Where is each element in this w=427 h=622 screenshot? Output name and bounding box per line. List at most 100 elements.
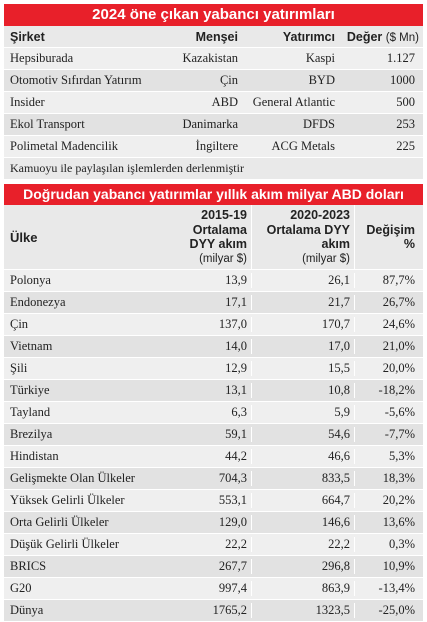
header-avg1-line1: 2015-19 xyxy=(201,208,247,222)
cell-country: Tayland xyxy=(10,405,51,419)
cell-investor: General Atlantic xyxy=(252,95,335,109)
cell-company: Otomotiv Sıfırdan Yatırım xyxy=(10,73,142,87)
header-origin: Menşei xyxy=(195,29,238,44)
cell-value: 1.127 xyxy=(386,51,415,65)
cell-origin: Danimarka xyxy=(182,117,238,131)
table-row: Insider ABD General Atlantic 500 xyxy=(4,92,423,114)
table-row: Hindistan 44,2 46,6 5,3% xyxy=(4,446,423,468)
cell-change: 0,3% xyxy=(354,537,423,552)
cell-avg-2015-19: 17,1 xyxy=(225,295,247,309)
cell-country: Hindistan xyxy=(10,449,59,463)
fdi-table-title: Doğrudan yabancı yatırımlar yıllık akım … xyxy=(4,184,423,205)
cell-country: Yüksek Gelirli Ülkeler xyxy=(10,493,125,507)
cell-country: Polonya xyxy=(10,273,51,287)
cell-country: BRICS xyxy=(10,559,47,573)
table-row: Endonezya 17,1 21,7 26,7% xyxy=(4,292,423,314)
cell-value: 225 xyxy=(396,139,415,153)
cell-country: Şili xyxy=(10,361,28,375)
header-country: Ülke xyxy=(10,229,38,245)
cell-avg-2015-19: 6,3 xyxy=(231,405,247,419)
cell-avg-2015-19: 12,9 xyxy=(225,361,247,375)
table-row: Hepsiburada Kazakistan Kaspi 1.127 xyxy=(4,48,423,70)
header-value-unit: ($ Mn) xyxy=(385,31,419,44)
cell-avg-2020-23: 863,9 xyxy=(251,581,354,596)
cell-avg-2015-19: 553,1 xyxy=(218,493,247,507)
cell-avg-2015-19: 267,7 xyxy=(218,559,247,573)
investments-table-body: Hepsiburada Kazakistan Kaspi 1.127 Otomotiv … xyxy=(4,48,423,158)
header-avg-2020-23: 2020-2023 Ortalama DYY akım (milyar $) xyxy=(251,205,354,269)
page: 2024 öne çıkan yabancı yatırımları Şirke… xyxy=(4,4,423,622)
cell-country: Brezilya xyxy=(10,427,53,441)
cell-change: -13,4% xyxy=(354,581,423,596)
fdi-table-header: Ülke 2015-19 Ortalama DYY akım (milyar $… xyxy=(4,205,423,270)
table-row: G20 997,4 863,9 -13,4% xyxy=(4,578,423,600)
cell-avg-2015-19: 704,3 xyxy=(218,471,247,485)
cell-avg-2020-23: 170,7 xyxy=(251,317,354,332)
cell-value: 253 xyxy=(396,117,415,131)
cell-origin: ABD xyxy=(211,95,238,109)
cell-avg-2020-23: 54,6 xyxy=(251,427,354,442)
header-avg2-line3: akım xyxy=(321,237,351,251)
header-avg2-line2: Ortalama DYY xyxy=(266,222,350,237)
header-avg2-line1: 2020-2023 xyxy=(290,208,350,222)
header-value: Değer ($ Mn) xyxy=(339,30,423,44)
cell-avg-2020-23: 15,5 xyxy=(251,361,354,376)
table-row: Türkiye 13,1 10,8 -18,2% xyxy=(4,380,423,402)
table-row: Dünya 1765,2 1323,5 -25,0% xyxy=(4,600,423,622)
header-avg2-unit: (milyar $) xyxy=(302,252,350,265)
cell-avg-2015-19: 1765,2 xyxy=(212,603,247,617)
cell-avg-2015-19: 129,0 xyxy=(218,515,247,529)
header-change: Değişim % xyxy=(354,205,423,269)
cell-investor: ACG Metals xyxy=(271,139,335,153)
cell-investor: Kaspi xyxy=(305,51,335,65)
investments-table-header: Şirket Menşei Yatırımcı Değer ($ Mn) xyxy=(4,26,423,48)
table-row: Yüksek Gelirli Ülkeler 553,1 664,7 20,2% xyxy=(4,490,423,512)
cell-avg-2020-23: 1323,5 xyxy=(251,603,354,618)
table-row: Orta Gelirli Ülkeler 129,0 146,6 13,6% xyxy=(4,512,423,534)
cell-country: Düşük Gelirli Ülkeler xyxy=(10,537,120,551)
cell-change: 26,7% xyxy=(354,295,423,310)
cell-change: 87,7% xyxy=(354,273,423,288)
cell-avg-2015-19: 44,2 xyxy=(225,449,247,463)
cell-value: 1000 xyxy=(390,73,415,87)
cell-avg-2020-23: 46,6 xyxy=(251,449,354,464)
header-avg-2015-19: 2015-19 Ortalama DYY akım (milyar $) xyxy=(171,205,251,269)
cell-origin: Kazakistan xyxy=(182,51,238,65)
cell-avg-2020-23: 5,9 xyxy=(251,405,354,420)
cell-avg-2020-23: 146,6 xyxy=(251,515,354,530)
cell-avg-2020-23: 10,8 xyxy=(251,383,354,398)
cell-avg-2015-19: 22,2 xyxy=(225,537,247,551)
cell-company: Ekol Transport xyxy=(10,117,85,131)
cell-origin: Çin xyxy=(219,73,238,87)
cell-avg-2020-23: 21,7 xyxy=(251,295,354,310)
fdi-table-body: Polonya 13,9 26,1 87,7% Endonezya 17,1 21,7 26,… xyxy=(4,270,423,622)
cell-change: 20,2% xyxy=(354,493,423,508)
table-row: Düşük Gelirli Ülkeler 22,2 22,2 0,3% xyxy=(4,534,423,556)
table-row: BRICS 267,7 296,8 10,9% xyxy=(4,556,423,578)
fdi-table: Doğrudan yabancı yatırımlar yıllık akım … xyxy=(4,184,423,622)
cell-change: 18,3% xyxy=(354,471,423,486)
cell-avg-2020-23: 26,1 xyxy=(251,273,354,288)
cell-avg-2015-19: 13,1 xyxy=(225,383,247,397)
table-row: Vietnam 14,0 17,0 21,0% xyxy=(4,336,423,358)
cell-investor: DFDS xyxy=(303,117,335,131)
header-avg1-line2: Ortalama xyxy=(192,222,247,237)
cell-company: Hepsiburada xyxy=(10,51,74,65)
table-row: Ekol Transport Danimarka DFDS 253 xyxy=(4,114,423,136)
table-row: Brezilya 59,1 54,6 -7,7% xyxy=(4,424,423,446)
cell-company: Polimetal Madencilik xyxy=(10,139,118,153)
investments-table-note: Kamuoyu ile paylaşılan işlemlerden derle… xyxy=(4,158,423,179)
cell-investor: BYD xyxy=(308,73,335,87)
cell-origin: İngiltere xyxy=(195,139,238,153)
cell-change: -7,7% xyxy=(354,427,423,442)
table-row: Çin 137,0 170,7 24,6% xyxy=(4,314,423,336)
cell-change: 20,0% xyxy=(354,361,423,376)
cell-country: Gelişmekte Olan Ülkeler xyxy=(10,471,135,485)
cell-avg-2015-19: 13,9 xyxy=(225,273,247,287)
cell-country: Vietnam xyxy=(10,339,53,353)
cell-change: -5,6% xyxy=(354,405,423,420)
cell-change: 13,6% xyxy=(354,515,423,530)
header-avg1-line3: DYY akım xyxy=(189,237,247,251)
header-investor: Yatırımcı xyxy=(282,29,335,44)
investments-table-title: 2024 öne çıkan yabancı yatırımları xyxy=(4,4,423,26)
